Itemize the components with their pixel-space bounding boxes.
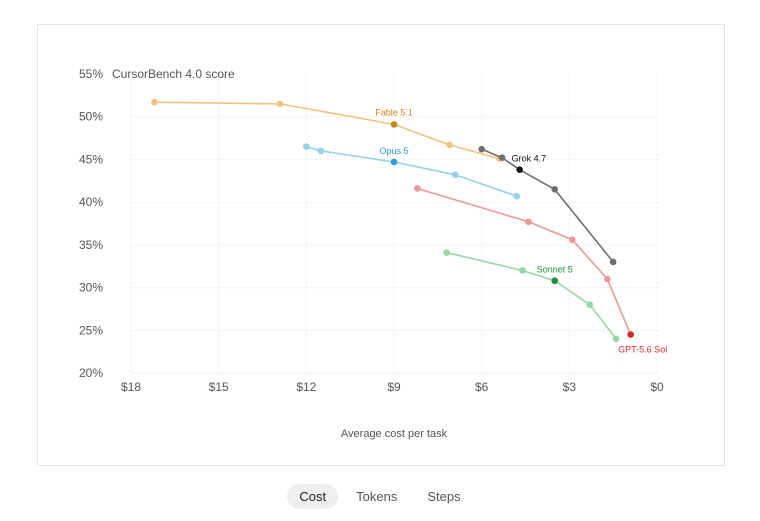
- y-tick-label: 25%: [79, 323, 103, 337]
- x-tick-label: $15: [209, 380, 229, 394]
- data-point: [443, 249, 450, 256]
- tab-cost[interactable]: Cost: [287, 484, 339, 509]
- x-axis-title: Average cost per task: [341, 428, 448, 440]
- series-label: Sonnet 5: [537, 265, 573, 275]
- chart-card: 20% 25% 30% 35% 40% 45% 50% 55% $18 $15 $12 $9 $6 $3 $…: [37, 24, 725, 466]
- data-point: [612, 335, 620, 343]
- x-tick-label: $12: [296, 380, 316, 394]
- data-point: [568, 236, 576, 244]
- data-point: [414, 185, 421, 192]
- series-line: [446, 251, 617, 340]
- series-fable-5-1: [151, 98, 503, 162]
- tab-tokens[interactable]: Tokens: [344, 484, 409, 509]
- data-point: [604, 275, 611, 283]
- series-label: GPT-5.6 Sol: [618, 345, 667, 355]
- y-tick-label: 45%: [79, 152, 103, 166]
- data-point: [519, 267, 526, 274]
- y-tick-label: 55%: [79, 67, 103, 81]
- series-opus-5: [303, 143, 521, 200]
- data-point: [609, 258, 617, 266]
- data-point: [525, 218, 532, 226]
- line-chart: 20% 25% 30% 35% 40% 45% 50% 55% $18 $15 $12 $9 $6 $3 $…: [79, 67, 667, 440]
- series-grok-4-7: [478, 145, 617, 266]
- y-tick-label: 30%: [79, 281, 103, 295]
- data-point: [317, 147, 325, 155]
- x-tick-label: $9: [387, 380, 401, 394]
- metric-selector: Cost Tokens Steps: [0, 484, 760, 509]
- data-point: [551, 186, 559, 193]
- highlight-point: [516, 166, 523, 173]
- data-point: [498, 154, 506, 162]
- x-tick-label: $3: [563, 380, 577, 394]
- data-point: [478, 145, 485, 153]
- series-label: Opus 5: [379, 146, 408, 156]
- data-point: [151, 98, 158, 106]
- data-point: [446, 141, 453, 149]
- series-line: [154, 101, 500, 160]
- series-label: Fable 5.1: [375, 107, 413, 117]
- y-tick-label: 40%: [79, 195, 103, 209]
- y-tick-label: 20%: [79, 366, 103, 380]
- y-tick-label: 35%: [79, 238, 103, 252]
- tab-steps[interactable]: Steps: [415, 484, 472, 509]
- data-point: [452, 171, 459, 179]
- series-sonnet-5: [443, 249, 620, 343]
- x-tick-label: $6: [475, 380, 489, 394]
- data-point: [586, 301, 594, 308]
- series-label: Grok 4.7: [512, 154, 547, 164]
- highlight-point: [390, 121, 398, 128]
- x-tick-label: $0: [650, 380, 664, 394]
- data-point: [303, 143, 310, 150]
- grid-lines: [130, 74, 658, 374]
- highlight-point: [390, 158, 398, 166]
- series-gpt-5-6-sol: [414, 185, 634, 338]
- highlight-point: [627, 331, 634, 338]
- y-tick-label: 50%: [79, 110, 103, 124]
- data-point: [276, 100, 284, 108]
- data-point: [513, 192, 521, 200]
- series-line: [417, 187, 632, 335]
- x-tick-label: $18: [121, 380, 141, 394]
- y-axis-title: CursorBench 4.0 score: [112, 67, 235, 81]
- highlight-point: [551, 277, 559, 285]
